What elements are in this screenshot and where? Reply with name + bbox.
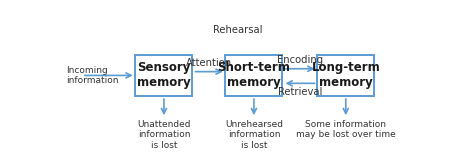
FancyBboxPatch shape bbox=[226, 55, 283, 96]
Text: Long-term
memory: Long-term memory bbox=[311, 61, 380, 89]
FancyBboxPatch shape bbox=[317, 55, 374, 96]
Text: Encoding: Encoding bbox=[277, 55, 323, 65]
Text: Some information
may be lost over time: Some information may be lost over time bbox=[296, 120, 396, 139]
FancyBboxPatch shape bbox=[136, 55, 192, 96]
Text: Incoming
information: Incoming information bbox=[66, 66, 118, 85]
Text: Unrehearsed
information
is lost: Unrehearsed information is lost bbox=[225, 120, 283, 150]
Text: Retrieval: Retrieval bbox=[278, 87, 322, 97]
FancyArrowPatch shape bbox=[237, 57, 273, 70]
Text: Unattended
information
is lost: Unattended information is lost bbox=[137, 120, 191, 150]
Text: Rehearsal: Rehearsal bbox=[213, 25, 262, 35]
Text: Attention: Attention bbox=[186, 58, 232, 68]
Text: Short-term
memory: Short-term memory bbox=[218, 61, 291, 89]
Text: Sensory
memory: Sensory memory bbox=[137, 61, 191, 89]
